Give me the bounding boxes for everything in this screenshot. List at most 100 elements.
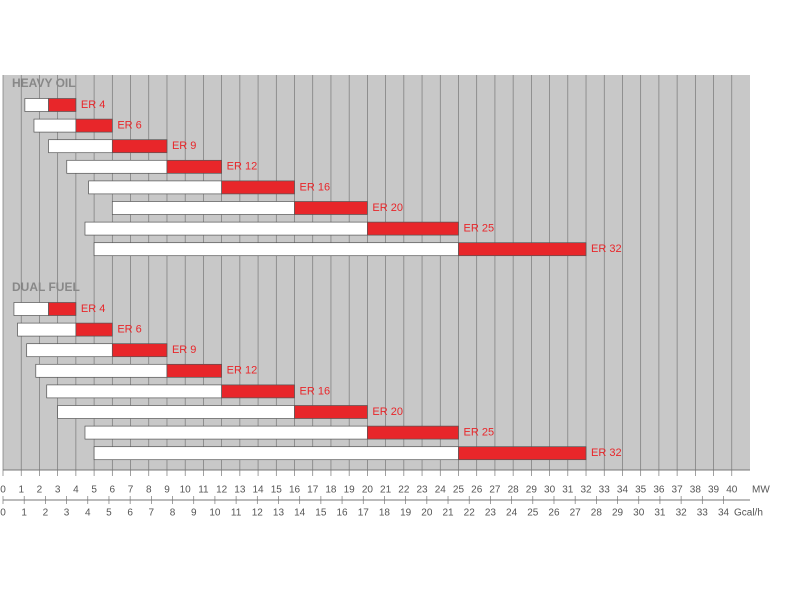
x2-tick-label: 18 <box>379 508 391 519</box>
bar-label: ER 4 <box>81 303 105 315</box>
x2-tick-label: 1 <box>21 508 27 519</box>
x2-tick-label: 20 <box>421 508 433 519</box>
x-tick-label: 28 <box>508 485 520 496</box>
x-tick-label: 21 <box>380 485 392 496</box>
x-tick-label: 19 <box>344 485 356 496</box>
bar-low <box>13 302 49 316</box>
x-tick-label: 11 <box>198 485 209 496</box>
x2-tick-label: 10 <box>209 508 221 519</box>
bar-label: ER 25 <box>463 427 494 439</box>
x2-tick-label: 16 <box>337 508 349 519</box>
bar-label: ER 6 <box>117 120 141 132</box>
x-tick-label: 24 <box>435 485 447 496</box>
x-tick-label: 37 <box>672 485 684 496</box>
x-tick-label: 5 <box>91 485 97 496</box>
bar-label: ER 12 <box>227 365 258 377</box>
bar-high <box>166 159 222 174</box>
x-tick-label: 0 <box>0 485 6 496</box>
x2-tick-label: 24 <box>506 508 518 519</box>
bar-low <box>35 363 168 378</box>
bar-high <box>367 425 459 440</box>
x-tick-label: 35 <box>635 485 647 496</box>
x-tick-label: 10 <box>180 485 192 496</box>
bar-low <box>48 139 113 154</box>
x2-tick-label: 5 <box>106 508 112 519</box>
group-title: DUAL FUEL <box>12 280 80 294</box>
x-tick-label: 34 <box>617 485 629 496</box>
x2-tick-label: 17 <box>358 508 370 519</box>
x2-tick-label: 0 <box>0 508 6 519</box>
x-tick-label: 38 <box>690 485 702 496</box>
bar-high <box>367 221 459 236</box>
x-tick-label: 14 <box>253 485 265 496</box>
bar-high <box>48 98 77 112</box>
bar-high <box>294 405 368 419</box>
bar-low <box>46 384 222 399</box>
x2-tick-label: 4 <box>85 508 91 519</box>
x-tick-label: 33 <box>599 485 611 496</box>
x-tick-label: 15 <box>271 485 283 496</box>
x2-tick-label: 11 <box>231 508 242 519</box>
bar-label: ER 16 <box>300 385 331 397</box>
x-tick-label: 3 <box>55 485 61 496</box>
bar-high <box>221 180 295 195</box>
bar-label: ER 4 <box>81 99 105 111</box>
x-tick-label: 2 <box>37 485 43 496</box>
group-title: HEAVY OIL <box>12 76 76 90</box>
x-tick-label: 26 <box>471 485 483 496</box>
x-tick-label: 7 <box>128 485 134 496</box>
x-tick-label: 22 <box>398 485 410 496</box>
x2-tick-label: 12 <box>252 508 264 519</box>
bar-high <box>111 139 168 154</box>
x-tick-label: 20 <box>362 485 374 496</box>
x2-tick-label: 33 <box>697 508 709 519</box>
x2-unit: Gcal/h <box>734 508 763 519</box>
x-tick-label: 29 <box>526 485 538 496</box>
bar-label: ER 6 <box>117 324 141 336</box>
x-tick-label: 4 <box>73 485 79 496</box>
x-tick-label: 36 <box>653 485 665 496</box>
x-tick-label: 23 <box>416 485 428 496</box>
bar-label: ER 20 <box>372 202 403 214</box>
bar-low <box>111 201 295 215</box>
x-tick-label: 25 <box>453 485 465 496</box>
x2-tick-label: 6 <box>127 508 133 519</box>
x2-tick-label: 31 <box>654 508 666 519</box>
bar-high <box>294 201 368 215</box>
x-tick-label: 6 <box>110 485 116 496</box>
x2-tick-label: 26 <box>548 508 560 519</box>
x2-tick-label: 7 <box>149 508 155 519</box>
x2-tick-label: 9 <box>191 508 197 519</box>
bar-low <box>88 180 222 195</box>
x-tick-label: 8 <box>146 485 152 496</box>
x-tick-label: 39 <box>708 485 720 496</box>
x2-tick-label: 22 <box>464 508 476 519</box>
x-unit: MW <box>752 485 770 496</box>
bar-label: ER 32 <box>591 447 622 459</box>
bar-label: ER 9 <box>172 344 196 356</box>
x-tick-label: 1 <box>18 485 24 496</box>
x2-tick-label: 25 <box>527 508 539 519</box>
bar-label: ER 25 <box>463 223 494 235</box>
x2-tick-label: 29 <box>612 508 624 519</box>
x2-tick-label: 27 <box>570 508 582 519</box>
x2-tick-label: 23 <box>485 508 497 519</box>
x-tick-label: 13 <box>234 485 246 496</box>
bar-high <box>111 343 168 358</box>
x2-tick-label: 19 <box>400 508 412 519</box>
x2-tick-label: 2 <box>43 508 49 519</box>
bar-low <box>24 98 49 112</box>
bar-label: ER 9 <box>172 140 196 152</box>
bar-low <box>93 242 459 257</box>
bar-high <box>458 446 587 461</box>
bar-label: ER 20 <box>372 406 403 418</box>
bar-label: ER 16 <box>300 181 331 193</box>
x-tick-label: 32 <box>580 485 592 496</box>
bar-high <box>75 118 113 133</box>
x-tick-label: 31 <box>562 485 574 496</box>
bar-label: ER 32 <box>591 243 622 255</box>
bar-low <box>17 322 77 337</box>
bar-high <box>221 384 295 399</box>
x2-tick-label: 21 <box>442 508 454 519</box>
